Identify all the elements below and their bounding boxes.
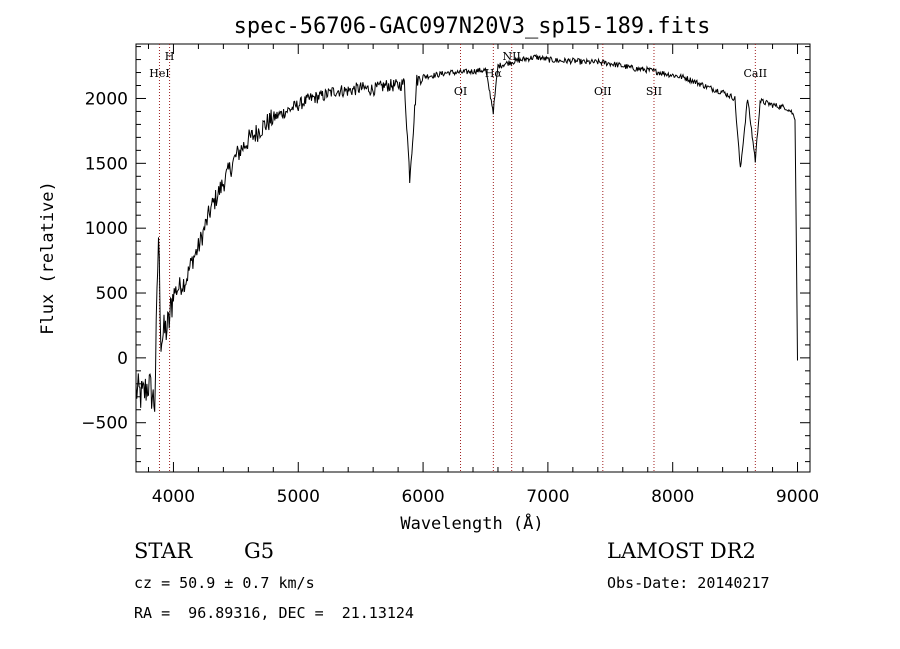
- y-tick-label: −500: [81, 414, 128, 434]
- plot-area: [135, 43, 811, 473]
- x-tick-label: 6000: [401, 487, 444, 507]
- obs-date: Obs-Date: 20140217: [607, 574, 770, 592]
- spectrum-line-0: [136, 53, 798, 412]
- chart-title: spec-56706-GAC097N20V3_sp15-189.fits: [234, 14, 711, 39]
- y-tick-label: 0: [117, 349, 128, 369]
- x-axis: 4000 5000 6000 7000 8000 9000: [147, 44, 819, 507]
- y-axis: −500 0 500 1000 1500 2000: [81, 46, 810, 463]
- line-label-0: HeI: [149, 67, 169, 80]
- x-tick-label: 9000: [776, 487, 819, 507]
- survey-name: LAMOST DR2: [607, 539, 756, 563]
- coordinates: RA = 96.89316, DEC = 21.13124: [134, 604, 414, 622]
- x-tick-label: 5000: [277, 487, 320, 507]
- y-tick-label: 2000: [85, 89, 128, 109]
- line-label-5: OII: [594, 85, 612, 98]
- y-tick-label: 500: [96, 284, 128, 304]
- spectrum-series: [136, 53, 798, 412]
- object-type: STAR: [134, 539, 193, 563]
- y-tick-label: 1500: [85, 154, 128, 174]
- line-label-7: CaII: [743, 67, 767, 80]
- x-tick-label: 7000: [526, 487, 569, 507]
- line-label-3: Hα: [485, 67, 503, 80]
- subclass: G5: [244, 539, 275, 563]
- line-label-1: H: [165, 50, 175, 63]
- redshift-readout: cz = 50.9 ± 0.7 km/s: [134, 574, 315, 592]
- x-axis-label: Wavelength (Å): [400, 512, 543, 534]
- x-tick-label: 4000: [152, 487, 195, 507]
- line-label-6: SII: [646, 85, 662, 98]
- line-label-2: OI: [454, 85, 467, 98]
- y-axis-label: Flux (relative): [38, 181, 58, 335]
- plot-frame: [135, 43, 811, 473]
- y-tick-label: 1000: [85, 219, 128, 239]
- x-tick-label: 8000: [651, 487, 694, 507]
